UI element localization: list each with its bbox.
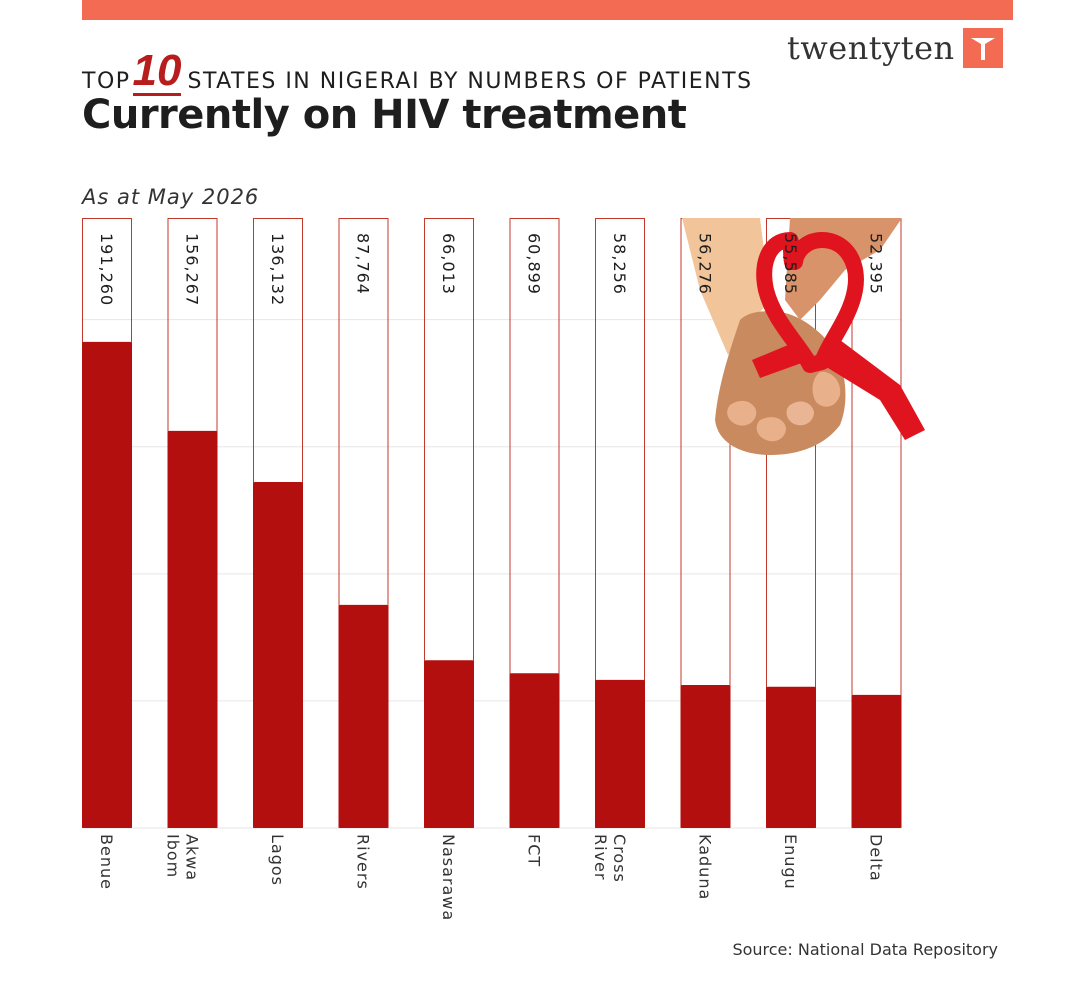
category-label: Nasarawa — [439, 834, 458, 921]
bar — [424, 660, 474, 828]
value-label: 87,764 — [354, 233, 373, 295]
kicker-suffix: STATES IN NIGERAI BY NUMBERS OF PATIENTS — [187, 69, 753, 94]
bar — [680, 684, 731, 828]
kicker-prefix: TOP — [82, 69, 131, 94]
bar — [253, 481, 303, 828]
bar — [766, 686, 816, 828]
category-label: Enugu — [781, 834, 800, 890]
bar — [509, 673, 560, 828]
bar — [851, 694, 902, 828]
category-label: Kaduna — [696, 834, 715, 900]
brand-logo: twentyten — [787, 28, 1003, 68]
category-label: Cross — [610, 834, 629, 883]
category-label: Rivers — [354, 834, 373, 890]
value-label: 52,395 — [867, 233, 886, 295]
hands-with-red-ribbon-illustration — [682, 218, 925, 455]
source-note: Source: National Data Repository — [732, 940, 998, 959]
value-label: 191,260 — [97, 233, 116, 306]
kicker-number: 10 — [132, 46, 182, 96]
top-accent-bar — [82, 0, 1013, 20]
category-label: River — [591, 834, 610, 880]
bar — [82, 341, 132, 828]
value-labels: 191,260 156,267 136,132 87,764 66,013 60,899 5… — [97, 233, 886, 306]
bar — [595, 679, 645, 828]
value-label: 56,276 — [696, 233, 715, 295]
bar — [167, 430, 218, 828]
chart-kicker: TOP 10 STATES IN NIGERAI BY NUMBERS OF P… — [82, 46, 753, 96]
value-label: 156,267 — [183, 233, 202, 306]
category-label: Akwa — [183, 834, 202, 881]
category-label: Delta — [867, 834, 886, 882]
value-label: 66,013 — [439, 233, 458, 295]
chart-subtitle: As at May 2026 — [82, 185, 260, 209]
chart-title: Currently on HIV treatment — [82, 92, 687, 138]
value-label: 58,256 — [610, 233, 629, 295]
value-label: 60,899 — [525, 233, 544, 295]
category-label: Lagos — [268, 834, 287, 886]
category-label: Benue — [97, 834, 116, 890]
value-label: 55,585 — [781, 233, 800, 295]
category-label: FCT — [525, 834, 544, 867]
bars — [82, 341, 902, 828]
category-label: Ibom — [164, 834, 183, 878]
value-label: 136,132 — [268, 233, 287, 306]
brand-name: twentyten — [787, 29, 955, 67]
bar — [338, 604, 389, 828]
brand-mark-icon — [962, 28, 1003, 68]
